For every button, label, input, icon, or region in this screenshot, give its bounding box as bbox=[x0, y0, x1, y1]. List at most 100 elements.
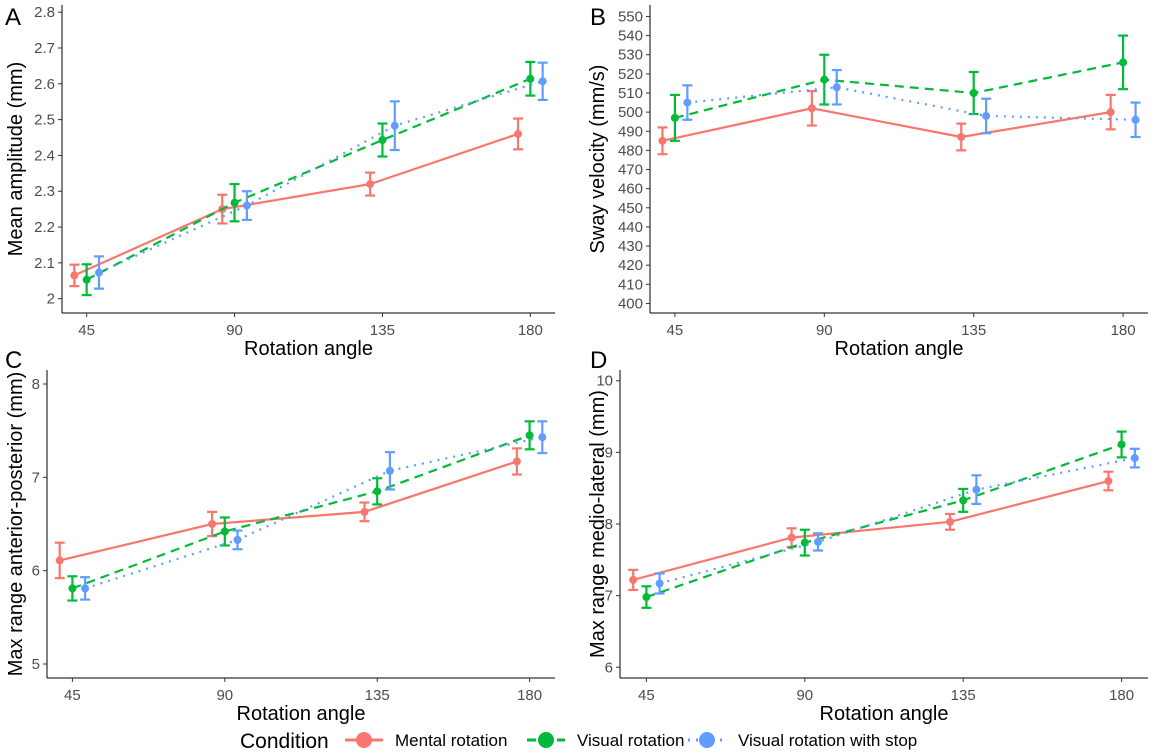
y-axis-title: Max range anterior-posterior (mm) bbox=[5, 372, 27, 677]
legend-label: Mental rotation bbox=[395, 731, 507, 750]
x-tick-label: 180 bbox=[517, 687, 542, 704]
data-point bbox=[220, 527, 229, 536]
panel-D: D 6 7 8 9 10 45 90 135 180 Rotation angle Max range… bbox=[587, 347, 1148, 725]
data-point bbox=[512, 457, 521, 466]
data-point bbox=[807, 104, 816, 113]
legend-item: Visual rotation with stop bbox=[688, 731, 917, 750]
data-point bbox=[658, 136, 667, 145]
series-line bbox=[674, 61, 1124, 119]
y-tick-label: 510 bbox=[618, 85, 643, 102]
series-mental-rotation bbox=[628, 470, 1114, 591]
data-point bbox=[55, 556, 64, 565]
x-tick-label: 90 bbox=[216, 687, 233, 704]
y-tick-label: 490 bbox=[618, 123, 643, 140]
series-line bbox=[73, 132, 519, 277]
series-line bbox=[662, 107, 1111, 142]
data-point bbox=[526, 74, 535, 83]
data-point bbox=[959, 496, 968, 505]
y-tick-label: 2 bbox=[47, 291, 55, 308]
y-tick-label: 540 bbox=[618, 28, 643, 45]
y-axis-title: Mean amplitude (mm) bbox=[5, 62, 27, 257]
y-tick-label: 530 bbox=[618, 47, 643, 64]
data-point bbox=[1131, 115, 1140, 124]
x-axis-title: Rotation angle bbox=[237, 703, 366, 725]
panel-A: A 2 2.1 2.2 2.3 2.4 2.5 2.6 2.7 2.8 45 90 135 180 Rota… bbox=[5, 4, 555, 360]
series-line bbox=[72, 434, 530, 590]
y-tick-label: 2.4 bbox=[34, 147, 55, 164]
y-tick-label: 2.2 bbox=[34, 219, 55, 236]
series-visual-rotation-with-stop bbox=[682, 68, 1141, 139]
x-tick-label: 45 bbox=[638, 687, 655, 704]
data-point bbox=[1117, 440, 1126, 449]
x-tick-label: 135 bbox=[961, 322, 986, 339]
data-point bbox=[982, 111, 991, 120]
series-mental-rotation bbox=[657, 89, 1116, 156]
legend: Condition Mental rotation Visual rotation V… bbox=[240, 730, 917, 753]
x-tick-label: 135 bbox=[365, 687, 390, 704]
y-tick-label: 9 bbox=[605, 444, 613, 461]
y-tick-label: 10 bbox=[596, 373, 613, 390]
data-point bbox=[233, 535, 242, 544]
y-tick-label: 410 bbox=[618, 276, 643, 293]
legend-key-dot bbox=[699, 732, 715, 748]
y-tick-label: 480 bbox=[618, 142, 643, 159]
x-tick-label: 45 bbox=[64, 687, 81, 704]
y-tick-label: 2.6 bbox=[34, 76, 55, 93]
legend-key-dot bbox=[538, 732, 554, 748]
y-tick-label: 2.7 bbox=[34, 40, 55, 57]
panel-C: C 5 6 7 8 45 90 135 180 Rotation angle Max range a… bbox=[5, 347, 555, 725]
panel-label: B bbox=[590, 4, 606, 31]
data-point bbox=[1106, 108, 1115, 117]
legend-title: Condition bbox=[240, 730, 329, 753]
data-point bbox=[82, 275, 91, 284]
data-point bbox=[230, 198, 239, 207]
y-tick-label: 500 bbox=[618, 104, 643, 121]
x-tick-label: 90 bbox=[816, 322, 833, 339]
data-point bbox=[670, 113, 679, 122]
y-tick-label: 520 bbox=[618, 66, 643, 83]
series-line bbox=[632, 479, 1109, 581]
data-point bbox=[1119, 58, 1128, 67]
y-tick-label: 7 bbox=[32, 469, 40, 486]
y-tick-label: 2.8 bbox=[34, 4, 55, 21]
y-tick-label: 2.1 bbox=[34, 255, 55, 272]
data-point bbox=[525, 431, 534, 440]
x-axis-title: Rotation angle bbox=[820, 703, 949, 725]
series-line bbox=[86, 77, 531, 281]
series-mental-rotation bbox=[54, 447, 522, 580]
y-tick-label: 8 bbox=[32, 376, 40, 393]
data-point bbox=[390, 121, 399, 130]
y-tick-label: 6 bbox=[605, 659, 613, 676]
series-visual-rotation bbox=[81, 60, 536, 297]
data-point bbox=[820, 75, 829, 84]
y-tick-label: 6 bbox=[32, 563, 40, 580]
legend-item: Mental rotation bbox=[345, 731, 507, 750]
data-point bbox=[814, 537, 822, 546]
y-tick-label: 430 bbox=[618, 238, 643, 255]
y-tick-label: 550 bbox=[618, 8, 643, 25]
y-axis-title: Max range medio-lateral (mm) bbox=[587, 390, 609, 658]
data-point bbox=[242, 201, 251, 210]
panel-label: C bbox=[5, 347, 22, 374]
y-tick-label: 5 bbox=[32, 656, 40, 673]
data-point bbox=[1104, 477, 1113, 486]
series-mental-rotation bbox=[69, 117, 524, 288]
data-point bbox=[81, 584, 90, 593]
x-tick-label: 180 bbox=[1109, 687, 1134, 704]
x-axis-title: Rotation angle bbox=[244, 338, 373, 360]
series-line bbox=[687, 86, 1136, 121]
legend-label: Visual rotation bbox=[577, 731, 684, 750]
y-axis-title: Sway velocity (mm/s) bbox=[587, 65, 609, 254]
x-tick-label: 135 bbox=[370, 322, 395, 339]
panel-label: A bbox=[5, 4, 21, 31]
legend-item: Visual rotation bbox=[527, 731, 684, 750]
data-point bbox=[957, 133, 966, 141]
y-tick-label: 8 bbox=[605, 516, 613, 533]
series-line bbox=[659, 457, 1136, 585]
data-point bbox=[70, 271, 79, 280]
x-tick-label: 45 bbox=[667, 322, 684, 339]
series-visual-rotation-with-stop bbox=[93, 61, 548, 290]
data-point bbox=[514, 129, 523, 138]
series-visual-rotation bbox=[669, 34, 1129, 142]
